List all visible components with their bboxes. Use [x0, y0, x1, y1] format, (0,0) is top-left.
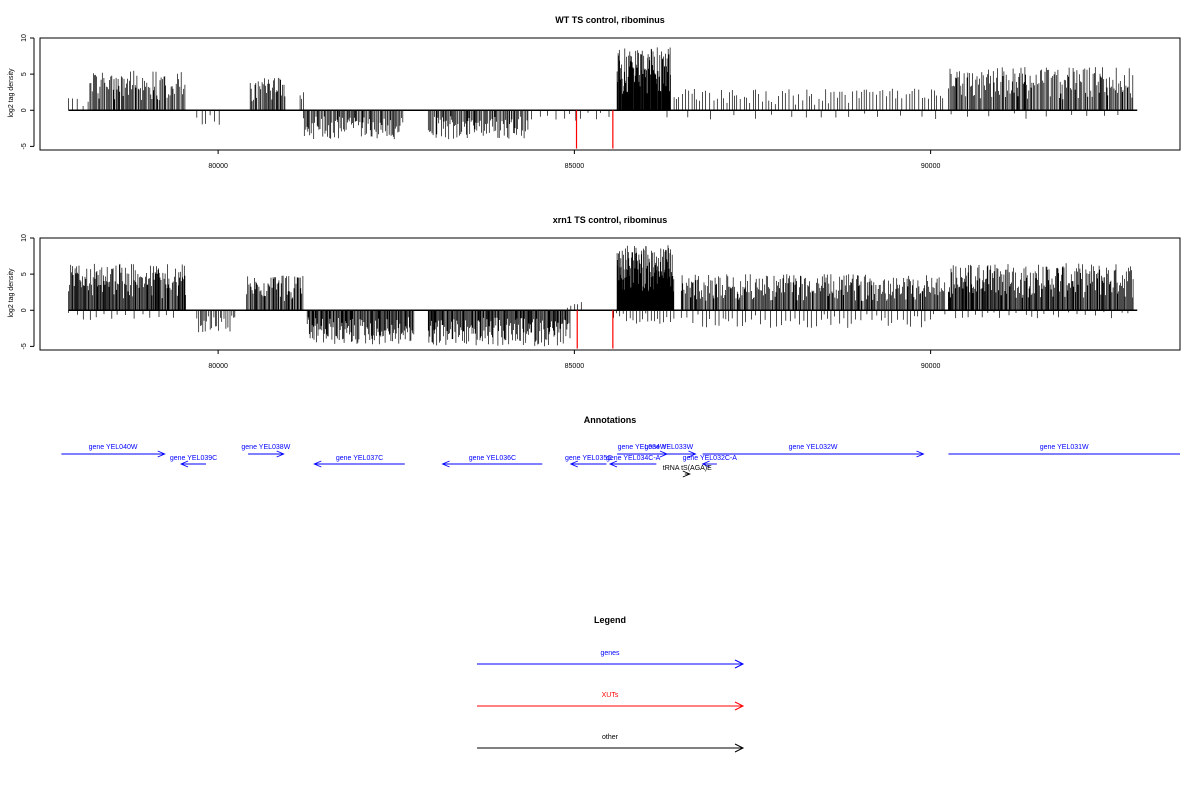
plot-frame: [39, 37, 1181, 151]
coverage-signal: [68, 245, 1134, 347]
panel-title: WT TS control, ribominus: [555, 15, 665, 25]
annotation-label: gene YEL033W: [644, 444, 693, 451]
y-axis-label: log2 tag density: [8, 268, 15, 318]
coverage-bars: [68, 47, 1138, 149]
arrow-head: [441, 460, 450, 468]
arrow-head: [157, 450, 166, 458]
annotation-label: gene YEL037C: [336, 455, 383, 462]
annotation-feature: gene YEL038W: [241, 444, 291, 458]
x-axis: 80000 85000 90000: [208, 350, 940, 370]
y-tick-label: 0: [21, 108, 28, 112]
annotation-label: gene YEL040W: [89, 444, 138, 451]
x-axis: 80000 85000 90000: [208, 150, 940, 170]
annotation-label: gene YEL039C: [170, 455, 217, 462]
legend-label: other: [602, 734, 619, 741]
y-tick-label: 10: [21, 234, 28, 242]
annotation-label: gene YEL032W: [789, 444, 838, 451]
x-tick-label: 90000: [921, 163, 941, 170]
arrow-head: [313, 460, 322, 468]
legend: Legend genes XUTs other: [477, 615, 745, 753]
x-tick-label: 80000: [208, 363, 228, 370]
annotation-label: gene YEL034W: [618, 444, 667, 451]
xrn1-coverage-panel: xrn1 TS control, ribominus log2 tag dens…: [8, 215, 1181, 370]
annotation-label: gene YEL034C-A: [606, 455, 661, 462]
annotation-label: gene YEL031W: [1040, 444, 1089, 451]
legend-arrow-head: [734, 701, 745, 711]
annotation-feature: gene YEL035C: [565, 455, 612, 468]
legend-entry: XUTs: [477, 692, 745, 711]
legend-entry: other: [477, 734, 745, 753]
annotation-feature: gene YEL039C: [170, 455, 217, 468]
legend-arrow-head: [734, 743, 745, 753]
arrow-head: [701, 460, 710, 468]
annotation-label: gene YEL036C: [469, 455, 516, 462]
annotation-feature: gene YEL036C: [441, 455, 543, 468]
annotation-feature: gene YEL034C-A: [606, 455, 661, 468]
y-tick-label: 5: [21, 272, 28, 276]
x-tick-label: 90000: [921, 363, 941, 370]
annotation-features: gene YEL040W gene YEL039C gene YEL038W gene…: [61, 444, 1180, 478]
y-tick-label: 0: [21, 308, 28, 312]
x-tick-label: 85000: [565, 363, 585, 370]
y-tick-label: -5: [21, 143, 28, 149]
annotation-label: gene YEL038W: [241, 444, 290, 451]
arrow-head: [179, 460, 189, 468]
annotation-feature: gene YEL032C-A: [683, 455, 738, 468]
annotation-label: gene YEL035C: [565, 455, 612, 462]
y-axis: -5 0 5 10: [21, 34, 35, 150]
y-axis: -5 0 5 10: [21, 234, 35, 350]
annotation-label: gene YEL032C-A: [683, 455, 738, 462]
arrow-head: [916, 450, 925, 458]
x-tick-label: 85000: [565, 163, 585, 170]
legend-title: Legend: [594, 615, 626, 625]
wt-coverage-panel: WT TS control, ribominus log2 tag densit…: [8, 15, 1181, 170]
coverage-signal: [68, 47, 1134, 140]
arrow-head: [276, 450, 285, 458]
legend-label: XUTs: [602, 692, 619, 699]
panel-title: xrn1 TS control, ribominus: [553, 215, 668, 225]
arrow-head: [569, 460, 578, 468]
arrow-head: [608, 460, 618, 468]
y-tick-label: 5: [21, 72, 28, 76]
y-tick-label: -5: [21, 343, 28, 349]
x-tick-label: 80000: [208, 163, 228, 170]
annotation-feature: gene YEL031W: [948, 444, 1180, 455]
y-axis-label: log2 tag density: [8, 68, 15, 118]
plot-frame: [39, 237, 1181, 351]
annotation-label: tRNA tS(AGA)E: [663, 465, 712, 472]
legend-label: genes: [600, 650, 620, 657]
legend-entry: genes: [477, 650, 745, 669]
annotation-feature: tRNA tS(AGA)E: [663, 465, 712, 478]
annotation-feature: gene YEL040W: [61, 444, 166, 458]
annotation-feature: gene YEL037C: [313, 455, 405, 468]
annotations-title: Annotations: [584, 415, 637, 425]
legend-entries: genes XUTs other: [477, 650, 745, 753]
annotation-feature: gene YEL032W: [702, 444, 925, 458]
arrow-head: [682, 470, 691, 478]
y-tick-label: 10: [21, 34, 28, 42]
annotation-feature: gene YEL033W: [642, 444, 697, 458]
coverage-bars: [68, 245, 1138, 349]
legend-arrow-head: [734, 659, 745, 669]
arrow-head: [688, 450, 697, 458]
